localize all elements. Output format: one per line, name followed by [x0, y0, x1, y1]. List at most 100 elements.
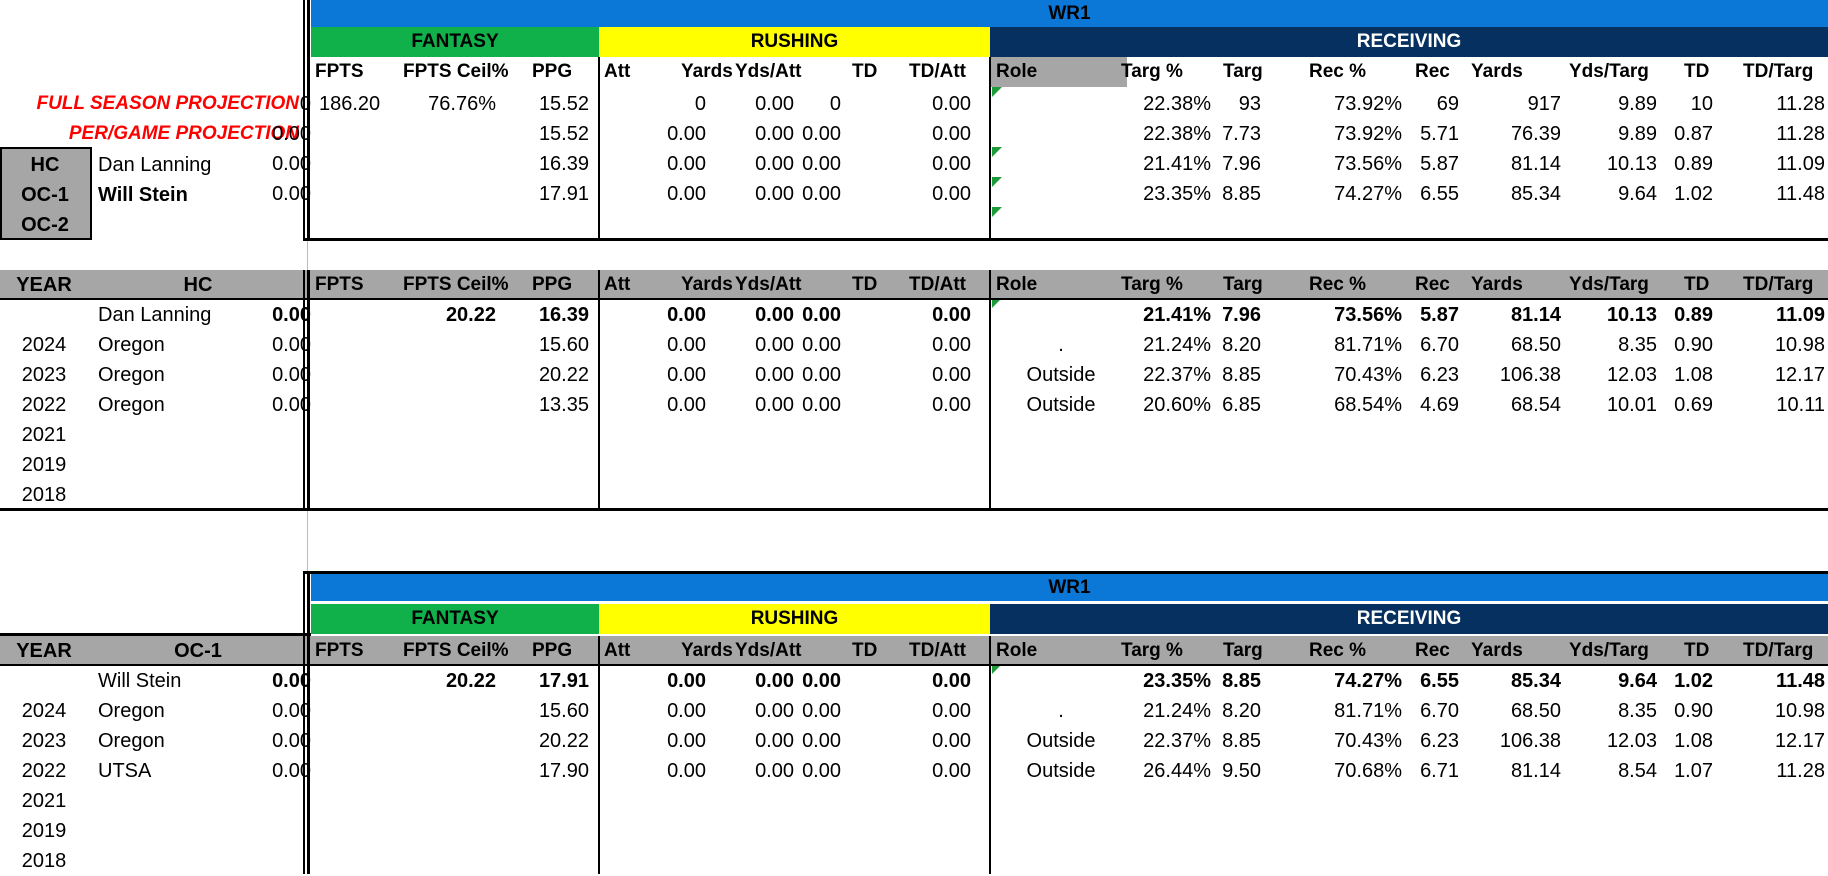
top-value-cell: 0.00	[755, 153, 794, 175]
oc-value-cell: 8.85	[1222, 670, 1261, 692]
comment-marker-icon	[992, 147, 1002, 157]
hc-year-cell	[0, 300, 88, 330]
divider	[303, 572, 305, 874]
hc-value-cell: 21.24%	[1143, 334, 1211, 356]
oc-value-cell: 0.00	[667, 700, 706, 722]
divider	[303, 0, 305, 240]
hc-col-header: FPTS	[315, 274, 364, 295]
top-value-cell: 74.27%	[1334, 183, 1402, 205]
oc-value-cell: 0.00	[755, 730, 794, 752]
top-value-cell: 10	[1690, 93, 1713, 115]
hc-value-cell: 13.35	[538, 394, 589, 416]
hc-value-cell	[831, 450, 971, 480]
oc-col-header: Targ %	[1121, 640, 1183, 661]
hc-col-header: FPTS Ceil%	[403, 274, 509, 295]
oc-col-header: Yds/Att	[735, 640, 802, 661]
hc-data-rows: 20.22 16.39 0.00 0.00 0.00 0.00 0.00 21.41% 7.96…	[272, 298, 1828, 510]
hc-team-cell: Dan Lanning	[98, 304, 212, 326]
per-game-projection-label: PER/GAME PROJECTION	[68, 123, 299, 144]
hc-col-header: Yards	[1471, 274, 1523, 295]
oc-value-cell: 6.55	[1420, 670, 1459, 692]
hc-left-rows: Dan Lanning 2024 Oregon 2023 Oregon 2022 Orego…	[0, 300, 311, 510]
hc-value-cell: 10.11	[1776, 394, 1825, 416]
hc-value-cell: 4.69	[1420, 394, 1459, 416]
hc-value-cell: 0.00	[932, 394, 971, 416]
top-value-cell: 11.28	[1776, 123, 1825, 145]
hc-value-cell: 7.96	[1222, 304, 1261, 326]
oc-value-cell: 8.85	[1222, 730, 1261, 752]
hc-value-cell: 11.09	[1776, 304, 1825, 326]
top-col-header: FPTS Ceil%	[403, 61, 509, 82]
top-value-cell: 0.00	[755, 123, 794, 145]
hc-value-cell	[171, 480, 311, 510]
divider	[307, 572, 310, 874]
hc-value-cell: 10.13	[1606, 304, 1657, 326]
oc-value-cell: 12.03	[1606, 730, 1657, 752]
hc-col-header: TD	[852, 274, 878, 295]
divider	[0, 508, 1828, 511]
oc-value-cell: 17.90	[538, 760, 589, 782]
oc-value-cell: 6.71	[1420, 760, 1459, 782]
oc-value-cell: 23.35%	[1143, 670, 1211, 692]
top-value-cell: 7.96	[1222, 153, 1261, 175]
oc-value-cell: 9.64	[1618, 670, 1657, 692]
hc-value-cell: 81.71%	[1334, 334, 1402, 356]
fantasy-group-label: FANTASY	[411, 31, 499, 52]
top-value-cell: 0.00	[932, 183, 971, 205]
oc-value-cell: 0.00	[802, 730, 841, 752]
hc-col-header: TD/Att	[909, 274, 966, 295]
top-value-cell: 0.00	[272, 183, 311, 205]
hc-col-header: PPG	[532, 274, 573, 295]
comment-marker-icon	[992, 298, 1002, 308]
oc-col-header: FPTS	[315, 640, 364, 661]
oc-value-cell	[831, 816, 971, 846]
comment-marker-icon	[992, 207, 1002, 217]
oc-fantasy-group-label: FANTASY	[411, 608, 499, 629]
oc-col-header: TD	[1684, 640, 1710, 661]
oc-year-cell: 2024	[21, 700, 67, 722]
oc-value-cell: 20.22	[445, 670, 496, 692]
hc-col-header: Rec %	[1309, 274, 1367, 295]
oc-value-cell: 0.00	[802, 700, 841, 722]
hc-year-cell: 2018	[21, 484, 67, 506]
hc-value-cell	[171, 420, 311, 450]
oc-receiving-band: RECEIVING	[990, 604, 1828, 634]
top-value-cell: 0.00	[802, 153, 841, 175]
fpts-cell: 186.20	[319, 93, 381, 115]
top-value-cell: 0.00	[932, 153, 971, 175]
hc-value-cell: 68.54	[1510, 394, 1561, 416]
hc-value-cell	[1121, 450, 1261, 480]
oc-value-cell: 70.43%	[1334, 730, 1402, 752]
top-col-header: FPTS	[315, 61, 364, 82]
hc-value-cell	[701, 450, 841, 480]
oc-value-cell: 0.00	[272, 760, 311, 782]
top-col-header: Yards	[1471, 61, 1523, 82]
hc-value-cell: 68.50	[1510, 334, 1561, 356]
hc-value-cell: 8.35	[1618, 334, 1657, 356]
oc-value-cell	[1121, 846, 1261, 876]
oc-value-cell: 74.27%	[1334, 670, 1402, 692]
top-value-cell: 9.89	[1618, 123, 1657, 145]
oc-value-cell	[1121, 816, 1261, 846]
top-col-header: Targ	[1223, 61, 1263, 82]
divider	[989, 270, 991, 510]
divider	[0, 664, 1828, 666]
top-value-cell: 9.64	[1618, 183, 1657, 205]
top-value-cell: 917	[1527, 93, 1561, 115]
oc-team-cell: Oregon	[98, 700, 165, 722]
oc-col-header: Rec	[1415, 640, 1450, 661]
top-col-header: Role	[996, 61, 1038, 82]
oc-value-cell: 0.00	[755, 670, 794, 692]
oc-receiving-group-label: RECEIVING	[1356, 608, 1462, 629]
divider	[598, 57, 600, 240]
hc-value-cell: 0.00	[667, 364, 706, 386]
hc-value-cell: 0.00	[272, 364, 311, 386]
top-value-cell: 22.38%	[1143, 93, 1211, 115]
divider	[989, 636, 991, 874]
top-value-cell: 69	[1436, 93, 1459, 115]
hc-value-cell	[1685, 420, 1825, 450]
hc-value-cell: 0.00	[932, 334, 971, 356]
top-value-cell: 10.13	[1606, 153, 1657, 175]
header-shade	[311, 636, 1828, 666]
top-value-cell: 0.00	[932, 93, 971, 115]
